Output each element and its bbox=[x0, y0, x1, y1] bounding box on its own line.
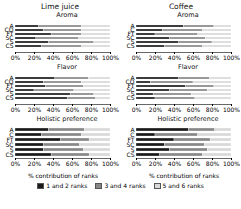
svg-text:% contribution of ranks: % contribution of ranks bbox=[28, 172, 98, 179]
svg-text:20%: 20% bbox=[149, 106, 163, 113]
svg-text:80%: 80% bbox=[85, 54, 99, 61]
svg-text:CS: CS bbox=[6, 42, 14, 49]
svg-text:60%: 60% bbox=[187, 160, 201, 167]
svg-text:C: C bbox=[9, 130, 14, 138]
svg-text:CS: CS bbox=[6, 94, 14, 101]
svg-text:CS: CS bbox=[127, 42, 135, 49]
svg-text:80%: 80% bbox=[85, 106, 99, 113]
html-text:Flavor: Flavor bbox=[57, 63, 77, 71]
svg-text:0%: 0% bbox=[11, 54, 21, 61]
svg-text:80%: 80% bbox=[206, 106, 220, 113]
html-text:5 and 6 ranks: 5 and 6 ranks bbox=[162, 182, 204, 189]
svg-text:SC: SC bbox=[126, 140, 135, 148]
svg-text:60%: 60% bbox=[66, 106, 80, 113]
svg-text:20%: 20% bbox=[28, 106, 42, 113]
svg-text:40%: 40% bbox=[168, 54, 182, 61]
svg-text:CS: CS bbox=[127, 151, 135, 158]
svg-text:S: S bbox=[130, 145, 135, 153]
svg-text:20%: 20% bbox=[28, 160, 42, 167]
svg-text:100%: 100% bbox=[223, 54, 240, 61]
svg-text:SC: SC bbox=[5, 140, 14, 148]
svg-text:60%: 60% bbox=[66, 160, 80, 167]
svg-text:CS: CS bbox=[6, 151, 14, 158]
html-text:Lime juice: Lime juice bbox=[40, 2, 80, 11]
svg-text:100%: 100% bbox=[223, 160, 240, 167]
svg-text:40%: 40% bbox=[47, 106, 61, 113]
svg-text:0%: 0% bbox=[132, 54, 142, 61]
svg-text:40%: 40% bbox=[168, 106, 182, 113]
html-text:Aroma: Aroma bbox=[177, 11, 199, 19]
svg-text:100%: 100% bbox=[223, 106, 240, 113]
html-text:Coffee: Coffee bbox=[168, 2, 194, 11]
svg-text:60%: 60% bbox=[66, 54, 80, 61]
html-text:1 and 2 ranks: 1 and 2 ranks bbox=[46, 182, 88, 189]
svg-text:C: C bbox=[130, 130, 135, 138]
html-text:Aroma: Aroma bbox=[56, 11, 78, 19]
svg-text:0%: 0% bbox=[132, 106, 142, 113]
svg-text:20%: 20% bbox=[28, 54, 42, 61]
svg-text:80%: 80% bbox=[85, 160, 99, 167]
svg-text:100%: 100% bbox=[102, 106, 119, 113]
html-text:Holistic preference: Holistic preference bbox=[36, 115, 98, 123]
svg-text:FT: FT bbox=[6, 135, 14, 143]
svg-text:60%: 60% bbox=[187, 54, 201, 61]
svg-text:20%: 20% bbox=[149, 54, 163, 61]
svg-text:S: S bbox=[9, 145, 14, 153]
svg-text:A: A bbox=[130, 125, 135, 133]
svg-text:0%: 0% bbox=[11, 160, 21, 167]
svg-text:0%: 0% bbox=[11, 106, 21, 113]
svg-text:FT: FT bbox=[127, 135, 135, 143]
svg-text:80%: 80% bbox=[206, 160, 220, 167]
html-text:Holistic preference: Holistic preference bbox=[157, 115, 219, 123]
svg-text:40%: 40% bbox=[47, 54, 61, 61]
svg-text:CS: CS bbox=[127, 94, 135, 101]
svg-text:80%: 80% bbox=[206, 54, 220, 61]
svg-text:40%: 40% bbox=[168, 160, 182, 167]
svg-text:A: A bbox=[9, 125, 14, 133]
svg-text:% contribution of ranks: % contribution of ranks bbox=[149, 172, 219, 179]
svg-text:60%: 60% bbox=[187, 106, 201, 113]
svg-text:100%: 100% bbox=[102, 160, 119, 167]
svg-text:40%: 40% bbox=[47, 160, 61, 167]
svg-text:20%: 20% bbox=[149, 160, 163, 167]
html-text:3 and 4 ranks: 3 and 4 ranks bbox=[104, 182, 146, 189]
svg-text:100%: 100% bbox=[102, 54, 119, 61]
html-text:Flavor: Flavor bbox=[178, 63, 198, 71]
svg-text:0%: 0% bbox=[132, 160, 142, 167]
